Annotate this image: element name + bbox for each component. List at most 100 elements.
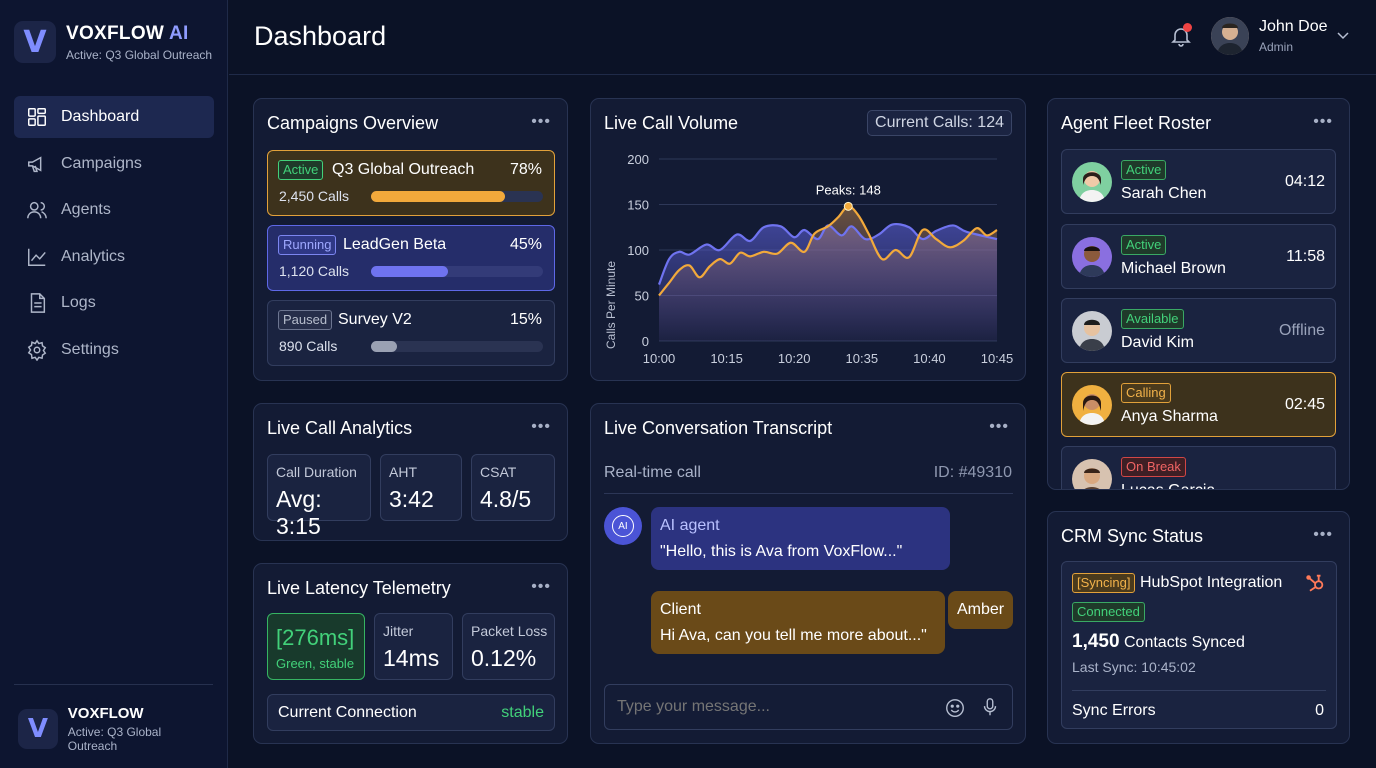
- agent-name: Sarah Chen: [1121, 185, 1207, 202]
- card-title: Agent Fleet Roster: [1061, 113, 1212, 133]
- sidebar: V VOXFLOW AI Active: Q3 Global Outreach …: [0, 0, 228, 768]
- current-connection-row: Current Connection stable: [267, 694, 555, 731]
- campaign-percent: 45%: [509, 236, 542, 253]
- x-tick-label: 10:20: [778, 351, 811, 366]
- series-area-amber: [659, 206, 997, 341]
- metric-label: Packet Loss: [471, 623, 548, 639]
- metric-value: 0.12%: [471, 645, 537, 671]
- agent-row[interactable]: On Break Lucas Garcia: [1061, 446, 1336, 489]
- syncing-badge: [Syncing]: [1072, 573, 1136, 593]
- user-name[interactable]: John Doe: [1259, 18, 1328, 35]
- more-icon[interactable]: •••: [531, 113, 551, 130]
- live-call-volume-card: Live Call Volume Current Calls: 124 0 50 1…: [590, 98, 1026, 381]
- message-sender: Client: [660, 601, 701, 618]
- current-calls-badge: Current Calls: 124: [867, 110, 1012, 136]
- sidebar-item-analytics[interactable]: Analytics: [14, 236, 214, 278]
- connected-badge: Connected: [1072, 602, 1145, 622]
- agent-row[interactable]: Calling Anya Sharma 02:45: [1061, 372, 1336, 437]
- sidebar-item-campaigns[interactable]: Campaigns: [14, 143, 214, 185]
- campaign-item[interactable]: Paused Survey V2 15% 890 Calls: [267, 300, 555, 366]
- agent-row[interactable]: Active Michael Brown 11:58: [1061, 224, 1336, 289]
- agent-call-time: Offline: [1279, 322, 1325, 339]
- ai-agent-icon: AI: [604, 507, 642, 545]
- emoji-icon[interactable]: [944, 697, 966, 719]
- more-icon[interactable]: •••: [989, 418, 1009, 435]
- campaign-percent: 78%: [509, 161, 542, 178]
- agent-call-time: 04:12: [1284, 173, 1325, 190]
- live-transcript-card: Live Conversation Transcript ••• Real-ti…: [590, 403, 1026, 744]
- more-icon[interactable]: •••: [1313, 113, 1333, 130]
- sidebar-item-agents[interactable]: Agents: [14, 189, 214, 231]
- integration-name: HubSpot Integration: [1140, 574, 1283, 591]
- progress-fill: [371, 341, 397, 352]
- campaign-item[interactable]: Active Q3 Global Outreach 78% 2,450 Call…: [267, 150, 555, 216]
- sidebar-footer[interactable]: V VOXFLOW Active: Q3 Global Outreach: [14, 684, 213, 753]
- grid-icon: [28, 108, 46, 126]
- message-input[interactable]: [617, 695, 937, 719]
- gear-icon: [27, 339, 47, 361]
- campaign-name: LeadGen Beta: [343, 236, 447, 253]
- connection-status: stable: [501, 704, 544, 721]
- contacts-label: Contacts Synced: [1124, 634, 1245, 651]
- more-icon[interactable]: •••: [1313, 526, 1333, 543]
- campaign-calls: 2,450 Calls: [279, 188, 350, 204]
- sidebar-item-logs[interactable]: Logs: [14, 282, 214, 324]
- metric-label: Call Duration: [276, 464, 357, 480]
- page-title: Dashboard: [254, 21, 387, 51]
- sidebar-item-settings[interactable]: Settings: [14, 329, 214, 371]
- sidebar-item-dashboard[interactable]: Dashboard: [14, 96, 214, 138]
- metric-label: AHT: [389, 464, 417, 480]
- more-icon[interactable]: •••: [531, 418, 551, 435]
- campaign-percent: 15%: [509, 311, 542, 328]
- status-badge: Active: [1121, 235, 1167, 255]
- sidebar-nav: Dashboard Campaigns Agents Analytics Log…: [14, 96, 214, 375]
- sidebar-item-label: Analytics: [61, 247, 126, 265]
- metric-value: 4.8/5: [480, 486, 532, 512]
- sync-errors-label: Sync Errors: [1072, 702, 1156, 719]
- avatar[interactable]: [1211, 17, 1249, 55]
- metric-csat: CSAT 4.8/5: [471, 454, 555, 521]
- latency-ms-metric: [276ms] Green, stable: [267, 613, 365, 680]
- brand[interactable]: V VOXFLOW AI Active: Q3 Global Outreach: [14, 21, 212, 63]
- avatar: [1072, 459, 1112, 489]
- progress-bar: [371, 266, 543, 277]
- sidebar-item-label: Logs: [61, 294, 96, 311]
- card-title: Live Call Analytics: [267, 418, 413, 438]
- latency-value: [276ms]: [276, 625, 355, 650]
- card-title: CRM Sync Status: [1061, 526, 1204, 546]
- agent-fleet-roster-card: Agent Fleet Roster ••• Active Sarah Chen…: [1047, 98, 1350, 490]
- campaign-name: Survey V2: [338, 311, 412, 328]
- metric-label: CSAT: [480, 464, 517, 480]
- campaign-name: Q3 Global Outreach: [332, 161, 475, 178]
- metric-call-duration: Call Duration Avg: 3:15: [267, 454, 371, 539]
- chevron-down-icon[interactable]: [1336, 28, 1350, 42]
- campaigns-overview-card: Campaigns Overview ••• Active Q3 Global …: [253, 98, 568, 381]
- microphone-icon[interactable]: [979, 696, 1001, 718]
- sidebar-item-label: Campaigns: [61, 154, 142, 172]
- message-input-bar: [604, 684, 1013, 730]
- progress-bar: [371, 191, 543, 202]
- status-badge: Active: [1121, 160, 1167, 180]
- chart-line-icon: [28, 248, 46, 266]
- campaign-item[interactable]: Running LeadGen Beta 45% 1,120 Calls: [267, 225, 555, 291]
- contacts-synced: 1,450 Contacts Synced: [1072, 631, 1245, 653]
- crm-sync-status-card: CRM Sync Status ••• [Syncing] HubSpot In…: [1047, 511, 1350, 744]
- top-bar: Dashboard John Doe Admin: [229, 0, 1376, 75]
- live-call-analytics-card: Live Call Analytics ••• Call Duration Av…: [253, 403, 568, 541]
- more-icon[interactable]: •••: [531, 578, 551, 595]
- avatar: [1072, 385, 1112, 425]
- campaign-calls: 1,120 Calls: [279, 263, 350, 279]
- connection-label: Current Connection: [278, 704, 417, 721]
- x-tick-label: 10:45: [981, 351, 1014, 366]
- avatar: [1072, 237, 1112, 277]
- card-title: Campaigns Overview: [267, 113, 439, 133]
- status-badge: Running: [278, 235, 337, 255]
- card-title: Live Conversation Transcript: [604, 418, 833, 438]
- status-badge: Calling: [1121, 383, 1171, 403]
- x-tick-label: 10:15: [710, 351, 743, 366]
- agent-row[interactable]: Available David Kim Offline: [1061, 298, 1336, 363]
- agent-row[interactable]: Active Sarah Chen 04:12: [1061, 149, 1336, 214]
- progress-bar: [371, 341, 543, 352]
- card-title: Live Latency Telemetry: [267, 578, 451, 598]
- series-line-amber: [658, 205, 998, 297]
